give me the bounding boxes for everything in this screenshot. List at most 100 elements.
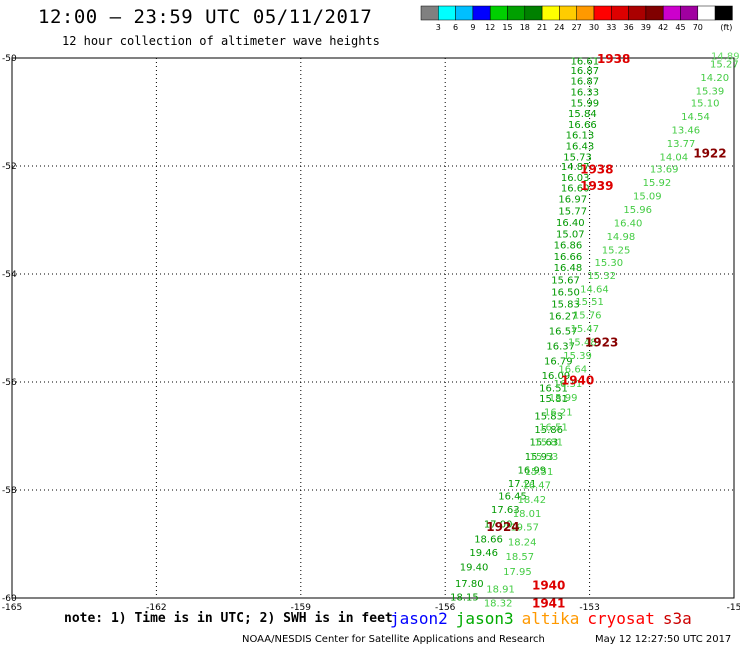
- colorbar-cell: [455, 5, 474, 21]
- swh-point: 16.13: [566, 131, 595, 142]
- colorbar-tick: 27: [572, 23, 582, 32]
- colorbar-tick: 21: [537, 23, 547, 32]
- swh-point: 16.40: [614, 219, 643, 230]
- swh-point: 14.64: [580, 285, 609, 296]
- swh-point: 15.39: [696, 86, 725, 97]
- mission-jason2: jason2: [390, 609, 448, 628]
- swh-point: 17.00: [484, 519, 513, 530]
- x-tick-label: -165: [2, 603, 22, 613]
- time-label: 1924: [486, 520, 519, 534]
- swh-point: 15.53: [530, 452, 559, 463]
- swh-point: 16.60: [561, 184, 590, 195]
- colorbar-cell: [714, 5, 733, 21]
- y-tick-label: -50: [2, 54, 17, 64]
- x-tick-label: -153: [579, 603, 599, 613]
- y-tick-label: -54: [2, 270, 17, 280]
- swh-point: 13.69: [650, 165, 679, 176]
- y-tick-label: -58: [2, 486, 17, 496]
- colorbar-tick: 18: [520, 23, 530, 32]
- swh-point: 15.25: [602, 246, 631, 257]
- swh-point: 15.92: [643, 178, 672, 189]
- swh-point: 18.24: [508, 537, 537, 548]
- x-tick-label: -15: [727, 603, 740, 613]
- time-label: 1938: [580, 163, 613, 177]
- colorbar-tick: 12: [485, 23, 495, 32]
- swh-point: 15.30: [595, 258, 624, 269]
- colorbar-tick: 9: [470, 23, 475, 32]
- colorbar-tick: 36: [624, 23, 634, 32]
- x-tick-label: -156: [435, 603, 456, 613]
- swh-point: 18.01: [513, 509, 542, 520]
- swh-point: 15.84: [568, 109, 597, 120]
- colorbar-cell: [524, 5, 543, 21]
- swh-point: 18.57: [505, 552, 534, 563]
- swh-point: 15.51: [525, 467, 554, 478]
- swh-point: 15.83: [551, 300, 580, 311]
- swh-point: 16.64: [558, 365, 587, 376]
- colorbar-tick: 15: [502, 23, 512, 32]
- mission-cryosat: cryosat: [587, 609, 655, 628]
- colorbar-tick: 45: [675, 23, 685, 32]
- swh-point: 16.45: [498, 491, 527, 502]
- swh-point: 14.98: [607, 232, 636, 243]
- swh-point: 16.09: [542, 371, 571, 382]
- swh-point: 16.21: [544, 408, 573, 419]
- swh-point: 16.27: [549, 312, 578, 323]
- page-subtitle: 12 hour collection of altimeter wave hei…: [62, 34, 380, 48]
- colorbar-tick: 6: [453, 23, 458, 32]
- swh-point: 16.48: [554, 263, 583, 274]
- swh-point: 16.51: [539, 422, 568, 433]
- colorbar-cell: [559, 5, 577, 21]
- colorbar-cell: [438, 5, 456, 21]
- swh-point: 15.63: [530, 437, 559, 448]
- colorbar-tick: 70: [693, 23, 703, 32]
- swh-point: 13.46: [672, 125, 701, 136]
- colorbar-cell: [489, 5, 508, 21]
- swh-point: 16.86: [554, 240, 583, 251]
- swh-point: 14.04: [660, 152, 689, 163]
- swh-point: 15.47: [570, 324, 599, 335]
- swh-point: 15.48: [568, 338, 597, 349]
- swh-point: 14.87: [561, 162, 590, 173]
- colorbar-cell: [662, 5, 681, 21]
- colorbar-unit: (ft): [720, 23, 732, 32]
- swh-point: 19.57: [510, 523, 539, 534]
- colorbar-cell: [472, 5, 491, 21]
- swh-point: 18.66: [474, 535, 503, 546]
- swh-point: 16.79: [544, 356, 573, 367]
- mission-jason3: jason3: [455, 609, 514, 628]
- swh-point: 16.66: [554, 252, 583, 263]
- colorbar-cell: [576, 5, 595, 21]
- swh-point: 15.81: [539, 394, 568, 405]
- time-label: 1923: [585, 336, 618, 350]
- colorbar-cell: [628, 5, 647, 21]
- colorbar-tick: 30: [589, 23, 599, 32]
- swh-point: 15.67: [551, 275, 580, 286]
- swh-point: 15.10: [691, 98, 720, 109]
- swh-point: 16.57: [549, 327, 578, 338]
- swh-point: 16.97: [558, 194, 587, 205]
- swh-point: 15.93: [525, 452, 554, 463]
- swh-point: 17.21: [508, 479, 537, 490]
- time-label: 1939: [580, 179, 613, 193]
- swh-point: 19.46: [469, 548, 498, 559]
- time-label: 1938: [597, 52, 630, 66]
- colorbar-tick: 3: [436, 23, 441, 32]
- swh-point: 15.39: [563, 351, 592, 362]
- colorbar-cell: [593, 5, 612, 21]
- colorbar-cell: [507, 5, 526, 21]
- swh-point: 14.20: [700, 73, 729, 84]
- swh-point: 16.87: [570, 66, 599, 77]
- swh-point: 18.15: [450, 592, 479, 603]
- colorbar-tick: 42: [658, 23, 668, 32]
- swh-point: 19.40: [460, 563, 489, 574]
- colorbar-cell: [611, 5, 629, 21]
- swh-point: 16.03: [561, 173, 590, 184]
- swh-point: 16.31: [554, 379, 583, 390]
- colorbar-cell: [680, 5, 699, 21]
- swh-point: 15.27: [710, 59, 739, 70]
- swh-point: 15.99: [549, 393, 578, 404]
- mission-altika: altika: [521, 609, 580, 628]
- swh-point: 16.43: [566, 141, 595, 152]
